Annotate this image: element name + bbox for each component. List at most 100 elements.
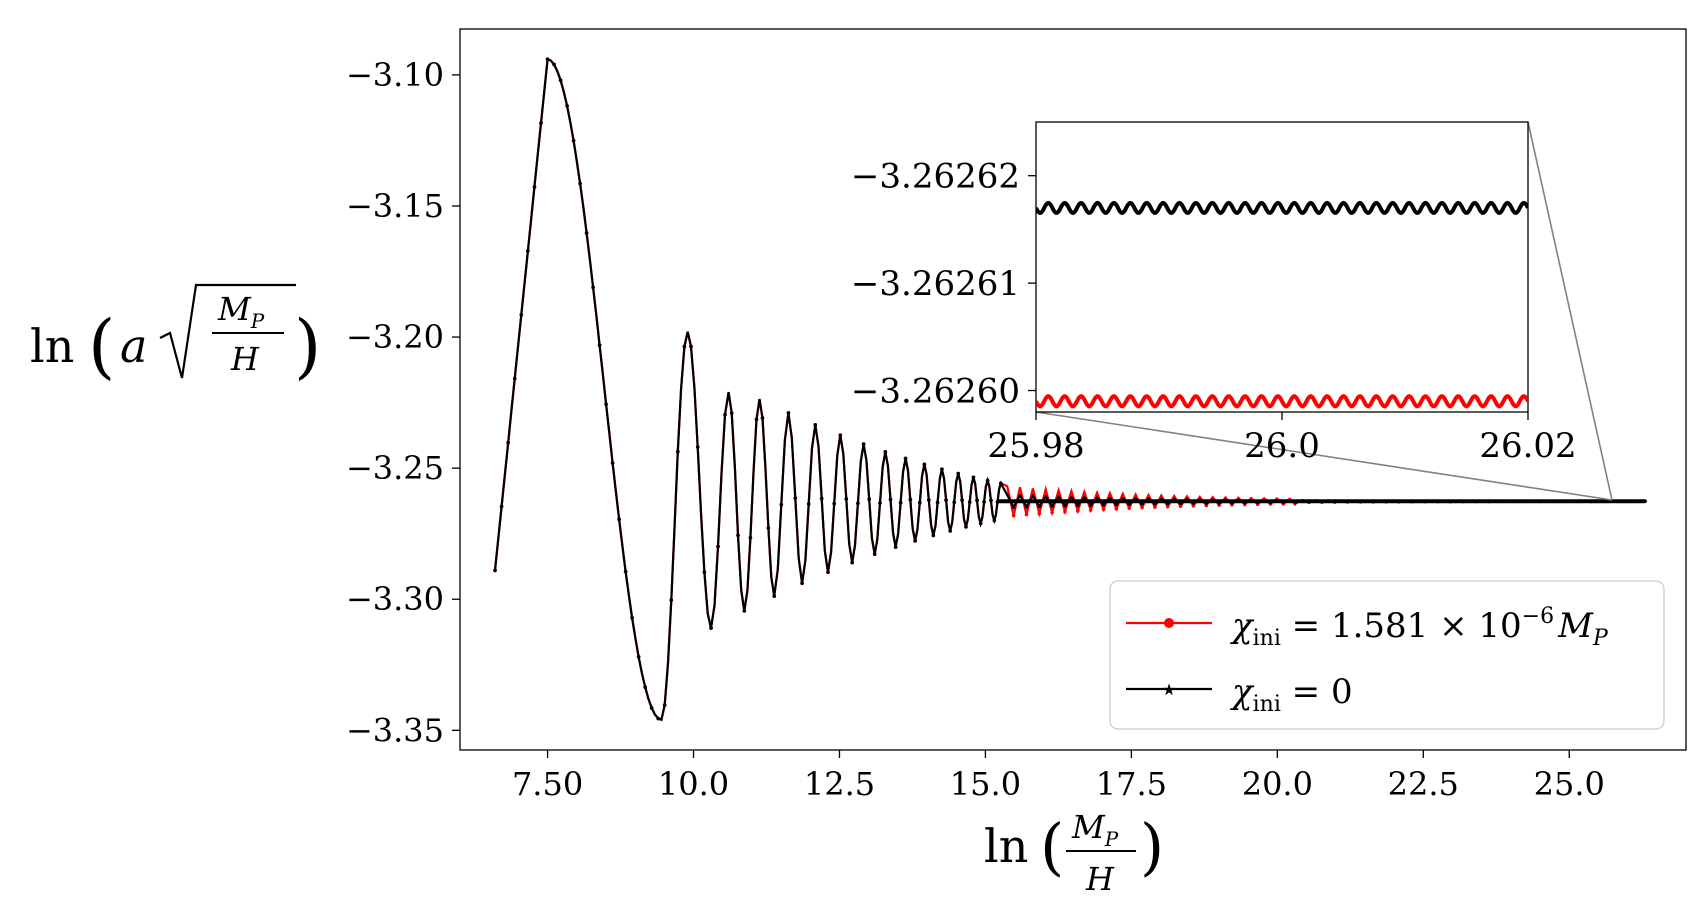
series-point-black: [908, 497, 913, 502]
series-point-black: [927, 498, 931, 502]
series-point-red: [1140, 505, 1144, 510]
series-point-black: [499, 504, 504, 509]
series-point-black: [689, 344, 693, 349]
series-point-black: [989, 498, 993, 503]
series-point-black: [1037, 504, 1042, 509]
series-point-red: [1191, 504, 1196, 508]
series-point-black: [1024, 504, 1029, 509]
legend-entry-red: χini = 1.581 × 10−6 MP: [1230, 604, 1609, 651]
series-point-black: [850, 560, 854, 565]
series-point-black: [748, 535, 753, 540]
zoom-connector-upper: [1527, 121, 1613, 501]
y-tick-label: −3.15: [346, 187, 444, 225]
x-label-lparen: (: [1040, 810, 1064, 883]
series-point-black: [702, 570, 707, 575]
series-point-red: [1050, 510, 1054, 515]
zoom-connector-lower: [1035, 411, 1613, 501]
series-layer: [493, 57, 1647, 722]
series-point-black: [872, 552, 877, 557]
legend-red-text: = 1.581 × 10: [1281, 606, 1522, 646]
series-point-black: [793, 496, 798, 500]
series-point-black: [992, 518, 997, 523]
series-point-black: [922, 462, 927, 467]
series-point-black: [695, 445, 700, 449]
series-point-black: [643, 685, 647, 689]
y-label-num: MP: [217, 290, 265, 333]
series-point-black: [931, 533, 936, 538]
series-point-red: [1165, 504, 1170, 509]
series-point-black: [998, 481, 1003, 486]
series-point-black: [754, 417, 759, 422]
inset-y-tick-label: −3.26262: [851, 157, 1020, 197]
x-tick-label: 20.0: [1242, 765, 1313, 803]
series-point-black: [742, 609, 747, 613]
x-tick-label: 12.5: [804, 765, 875, 803]
series-point-black: [723, 412, 727, 417]
series-point-black: [591, 285, 595, 290]
series-point-black: [760, 416, 765, 420]
y-label-lparen: (: [88, 305, 115, 387]
x-tick-label: 15.0: [950, 765, 1021, 803]
series-point-black: [819, 496, 824, 501]
series-point-black: [1114, 502, 1119, 507]
x-tick-label: 22.5: [1388, 765, 1459, 803]
legend-red-sup: −6: [1522, 604, 1554, 629]
series-point-black: [636, 654, 641, 659]
legend-black-chi: χ: [1230, 672, 1255, 712]
series-point-black: [838, 433, 843, 437]
inset-area: [1035, 121, 1529, 413]
series-point-black: [971, 475, 976, 480]
series-point-red: [1063, 509, 1067, 514]
series-point-red: [1204, 503, 1209, 508]
series-point-black: [779, 502, 784, 507]
y-tick-label: −3.10: [346, 56, 444, 94]
series-point-black: [623, 569, 628, 574]
series-point-black: [493, 568, 497, 573]
series-point-black: [716, 544, 720, 549]
y-label-ln: ln: [30, 319, 74, 373]
series-point-black: [861, 442, 866, 446]
series-point-black: [813, 423, 818, 427]
series-point-black: [512, 376, 517, 381]
series-point-black: [649, 706, 654, 710]
series-point-black: [826, 570, 830, 574]
series-point-red: [1101, 507, 1106, 512]
series-point-black: [985, 478, 990, 483]
series-point-black: [676, 449, 680, 454]
series-point-black: [539, 121, 543, 125]
series-point-black: [558, 78, 563, 83]
series-point-black: [545, 57, 550, 61]
series-point-black: [578, 181, 582, 186]
x-tick-label: 10.0: [658, 765, 729, 803]
legend-marker-red: [1164, 618, 1174, 628]
legend: χini = 1.581 × 10−6 MP ★ χini = 0: [1109, 580, 1665, 730]
series-point-black: [772, 594, 777, 598]
y-tick-label: −3.20: [346, 318, 444, 356]
inset-x-tick-label: 26.02: [1479, 426, 1576, 466]
series-point-black: [597, 343, 602, 347]
inset-x-tick-label: 25.98: [987, 426, 1084, 466]
x-label-rparen: ): [1140, 810, 1164, 883]
series-point-black: [960, 498, 964, 503]
series-point-black: [903, 456, 908, 461]
inset-series: [1036, 200, 1528, 409]
series-point-black: [1011, 505, 1016, 510]
series-point-black: [944, 498, 948, 502]
series-point-black: [975, 498, 979, 503]
series-point-black: [565, 104, 569, 108]
legend-entry-black: χini = 0: [1230, 672, 1353, 717]
series-point-black: [940, 467, 944, 472]
series-point-black: [952, 500, 957, 505]
series-point-red: [1011, 513, 1016, 518]
series-point-red: [1114, 506, 1119, 511]
series-point-black: [709, 626, 713, 630]
series-point-black: [519, 312, 524, 317]
series-point-black: [1050, 504, 1054, 508]
series-point-black: [893, 545, 898, 549]
y-tick-label: −3.30: [346, 580, 444, 618]
inset-ticks: 25.98 26.0 26.02 −3.26262 −3.26261 −3.26260: [851, 157, 1577, 466]
series-point-red: [1037, 511, 1042, 516]
series-point-black: [888, 497, 893, 502]
series-point-black: [786, 411, 791, 415]
legend-box: [1109, 580, 1665, 730]
